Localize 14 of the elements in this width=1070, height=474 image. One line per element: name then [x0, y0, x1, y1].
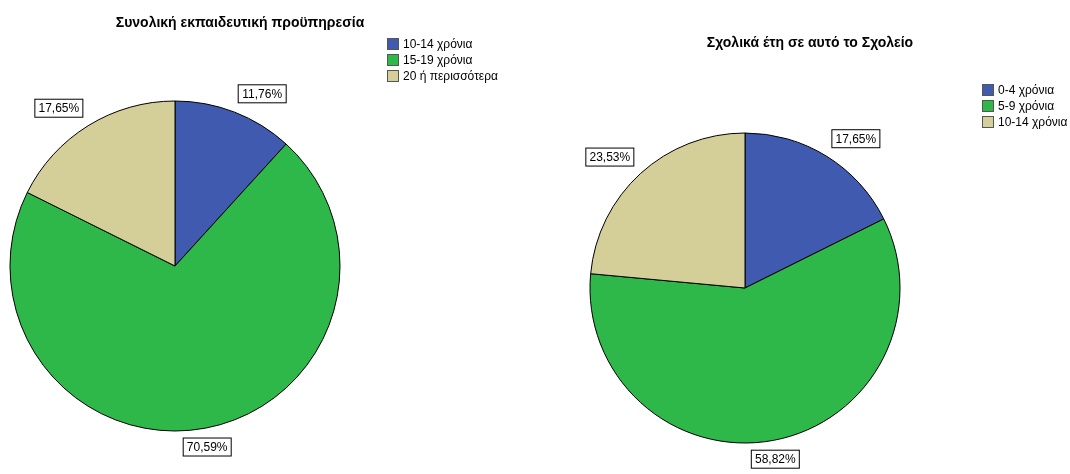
data-label: 70,59%	[186, 440, 228, 455]
chart-title: Συνολική εκπαιδευτική προϋπηρεσία	[114, 14, 366, 30]
legend-label: 10-14 χρόνια	[403, 37, 473, 51]
legend-label: 5-9 χρόνια	[998, 99, 1055, 113]
data-label: 23,53%	[589, 150, 631, 165]
data-label: 17,65%	[835, 131, 877, 146]
legend-label: 0-4 χρόνια	[998, 83, 1055, 97]
data-label: 11,76%	[242, 86, 283, 101]
legend-label: 10-14 χρόνια	[998, 115, 1068, 129]
legend-label: 20 ή περισσότερα	[403, 69, 498, 83]
data-label: 58,82%	[754, 452, 796, 467]
data-label: 17,65%	[38, 101, 80, 116]
chart-title: Σχολικά έτη σε αυτό το Σχολείο	[705, 34, 915, 50]
legend-label: 15-19 χρόνια	[403, 53, 473, 67]
